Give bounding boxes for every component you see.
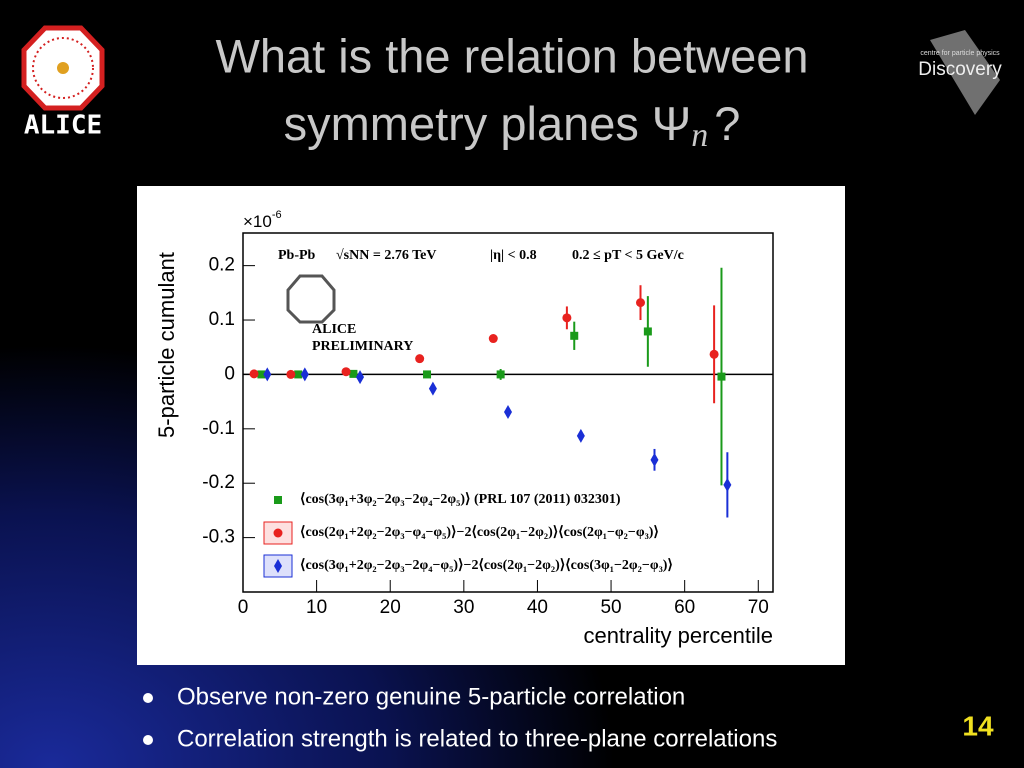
marker bbox=[263, 367, 272, 382]
marker bbox=[643, 327, 652, 336]
marker bbox=[294, 370, 303, 379]
x-tick-label: 50 bbox=[600, 597, 621, 618]
marker bbox=[423, 370, 432, 379]
x-axis-label: centrality percentile bbox=[583, 623, 773, 648]
marker bbox=[570, 331, 579, 340]
plot-frame bbox=[242, 232, 774, 593]
marker bbox=[300, 367, 309, 382]
marker bbox=[274, 559, 282, 573]
title-text: symmetry planes Ψ bbox=[284, 97, 692, 150]
y-tick-label: -0.3 bbox=[202, 527, 235, 548]
annotation: ALICE bbox=[312, 322, 356, 337]
marker bbox=[504, 404, 512, 419]
logo-subtext: centre for particle physics bbox=[920, 50, 1000, 57]
x-tick-label: 0 bbox=[238, 597, 249, 618]
title-subscript: n bbox=[691, 117, 708, 154]
marker bbox=[428, 381, 437, 396]
y-axis-label: 5-particle cumulant bbox=[154, 252, 179, 438]
marker bbox=[349, 369, 358, 378]
marker bbox=[636, 298, 645, 308]
y-multiplier-exp: -6 bbox=[272, 209, 282, 221]
marker bbox=[273, 528, 283, 538]
annotation: |η| < 0.8 bbox=[490, 248, 537, 263]
annotation: 0.2 ≤ pT < 5 GeV/c bbox=[572, 248, 684, 263]
discovery-logo: centre for particle physics Discovery bbox=[918, 30, 1002, 115]
marker bbox=[274, 496, 282, 504]
x-tick-label: 40 bbox=[527, 597, 548, 618]
marker bbox=[709, 349, 719, 359]
logo-text: Discovery bbox=[918, 59, 1002, 80]
marker bbox=[341, 367, 351, 377]
marker bbox=[257, 370, 266, 379]
slide-title: symmetry planes Ψn? bbox=[284, 97, 741, 153]
x-tick-label: 60 bbox=[674, 597, 695, 618]
x-tick-label: 10 bbox=[306, 597, 327, 618]
bullet-dot bbox=[143, 735, 153, 745]
legend-label: ⟨cos(3φ₁+3φ₂−2φ₃−2φ₄−2φ₅)⟩ (PRL 107 (201… bbox=[300, 492, 621, 507]
marker bbox=[717, 372, 726, 381]
y-tick-label: 0.1 bbox=[209, 309, 235, 330]
marker bbox=[356, 370, 365, 385]
x-tick-label: 30 bbox=[453, 597, 474, 618]
alice-mark bbox=[286, 274, 336, 324]
x-tick-label: 20 bbox=[380, 597, 401, 618]
alice-logo: ALICE bbox=[21, 25, 105, 141]
y-tick-label: 0.2 bbox=[209, 255, 235, 276]
marker bbox=[286, 369, 296, 379]
marker bbox=[576, 428, 585, 443]
bullet: Correlation strength is related to three… bbox=[177, 725, 777, 752]
bullet: Observe non-zero genuine 5-particle corr… bbox=[177, 683, 685, 710]
y-tick-label: 0 bbox=[224, 363, 235, 384]
annotation: Pb-Pb bbox=[278, 248, 316, 263]
annotation: PRELIMINARY bbox=[312, 339, 413, 354]
annotation: √sNN = 2.76 TeV bbox=[336, 248, 436, 263]
marker bbox=[562, 313, 572, 323]
marker bbox=[496, 370, 505, 379]
x-tick-label: 70 bbox=[748, 597, 769, 618]
title-text: ? bbox=[714, 97, 740, 150]
page-number: 14 bbox=[962, 710, 994, 741]
marker bbox=[723, 477, 732, 492]
logo-text: ALICE bbox=[24, 111, 102, 141]
marker bbox=[415, 354, 425, 364]
bullet-dot bbox=[143, 693, 153, 703]
y-tick-label: -0.2 bbox=[202, 472, 235, 493]
y-multiplier-base: ×10 bbox=[243, 212, 272, 231]
legend-label: ⟨cos(2φ₁+2φ₂−2φ₃−φ₄−φ₅)⟩−2⟨cos(2φ₁−2φ₂)⟩… bbox=[300, 525, 659, 540]
legend-label: ⟨cos(3φ₁+2φ₂−2φ₃−2φ₄−φ₅)⟩−2⟨cos(2φ₁−2φ₂)… bbox=[300, 558, 673, 573]
marker bbox=[249, 369, 259, 379]
marker bbox=[488, 334, 498, 344]
marker bbox=[650, 452, 659, 467]
y-multiplier: ×10-6 bbox=[243, 209, 282, 232]
chart: 0.2 0.1 0 -0.1 -0.2 -0.3 0 10 20 30 40 50 60 70 centra… bbox=[154, 209, 774, 648]
y-tick-label: -0.1 bbox=[202, 418, 235, 439]
slide-title: What is the relation between bbox=[215, 29, 808, 82]
